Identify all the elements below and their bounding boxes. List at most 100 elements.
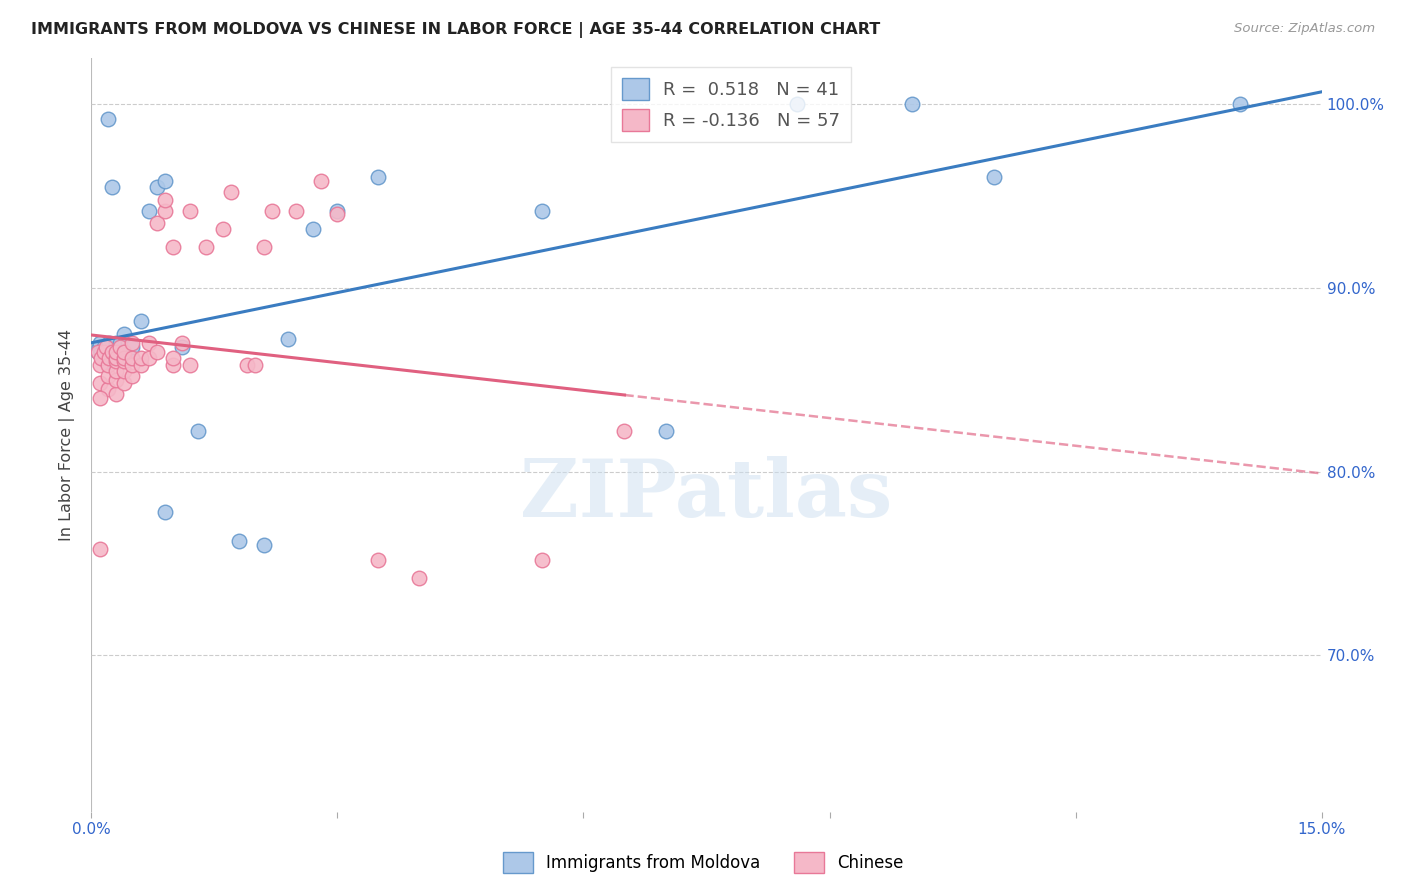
Point: [146, 345, 169, 359]
Point: [162, 240, 184, 254]
Point: [105, 351, 127, 365]
Point: [97, 382, 120, 396]
Point: [105, 345, 127, 359]
Point: [253, 240, 276, 254]
Point: [105, 373, 127, 387]
Point: [170, 335, 193, 350]
Point: [112, 326, 135, 341]
Point: [138, 203, 160, 218]
Point: [105, 335, 127, 350]
Point: [187, 424, 209, 438]
Point: [253, 538, 276, 552]
Point: [105, 351, 127, 365]
Point: [179, 203, 201, 218]
Point: [153, 174, 177, 188]
Text: IMMIGRANTS FROM MOLDOVA VS CHINESE IN LABOR FORCE | AGE 35-44 CORRELATION CHART: IMMIGRANTS FROM MOLDOVA VS CHINESE IN LA…: [31, 22, 880, 38]
Point: [1229, 97, 1251, 112]
Point: [146, 179, 169, 194]
Point: [105, 363, 127, 377]
Point: [97, 112, 120, 126]
Point: [98, 351, 121, 365]
Point: [245, 358, 267, 372]
Point: [260, 203, 283, 218]
Point: [277, 332, 299, 346]
Point: [179, 358, 201, 372]
Point: [219, 185, 242, 199]
Point: [236, 358, 259, 372]
Point: [105, 354, 127, 368]
Point: [93, 340, 115, 354]
Point: [105, 345, 127, 359]
Point: [285, 203, 308, 218]
Point: [112, 351, 135, 365]
Point: [89, 391, 111, 405]
Point: [654, 424, 676, 438]
Point: [367, 553, 389, 567]
Point: [93, 345, 115, 359]
Point: [112, 376, 135, 391]
Legend: Immigrants from Moldova, Chinese: Immigrants from Moldova, Chinese: [496, 846, 910, 880]
Point: [89, 358, 111, 372]
Point: [87, 345, 110, 359]
Point: [121, 340, 143, 354]
Point: [195, 240, 218, 254]
Point: [112, 345, 135, 359]
Point: [138, 351, 160, 365]
Point: [162, 358, 184, 372]
Point: [326, 207, 349, 221]
Point: [129, 358, 152, 372]
Point: [170, 340, 193, 354]
Point: [89, 335, 111, 350]
Point: [138, 335, 160, 350]
Point: [121, 335, 143, 350]
Point: [97, 351, 120, 365]
Point: [108, 335, 131, 350]
Point: [112, 351, 135, 365]
Point: [121, 351, 143, 365]
Text: ZIPatlas: ZIPatlas: [520, 456, 893, 534]
Point: [89, 541, 111, 556]
Point: [90, 345, 112, 359]
Point: [108, 340, 131, 354]
Point: [408, 571, 430, 585]
Point: [87, 340, 110, 354]
Point: [112, 345, 135, 359]
Point: [117, 335, 139, 350]
Point: [121, 369, 143, 384]
Point: [121, 351, 143, 365]
Point: [101, 345, 124, 359]
Point: [786, 97, 808, 112]
Point: [129, 314, 152, 328]
Point: [367, 170, 389, 185]
Point: [162, 351, 184, 365]
Point: [153, 203, 177, 218]
Point: [89, 376, 111, 391]
Legend: R =  0.518   N = 41, R = -0.136   N = 57: R = 0.518 N = 41, R = -0.136 N = 57: [612, 67, 851, 142]
Point: [97, 340, 120, 354]
Point: [96, 340, 117, 354]
Point: [112, 363, 135, 377]
Point: [983, 170, 1005, 185]
Point: [613, 424, 636, 438]
Point: [129, 351, 152, 365]
Point: [97, 369, 120, 384]
Point: [98, 335, 121, 350]
Point: [326, 203, 349, 218]
Point: [87, 345, 110, 359]
Point: [531, 553, 554, 567]
Point: [900, 97, 922, 112]
Point: [153, 193, 177, 207]
Point: [105, 387, 127, 401]
Point: [90, 351, 112, 365]
Point: [301, 222, 323, 236]
Y-axis label: In Labor Force | Age 35-44: In Labor Force | Age 35-44: [59, 329, 76, 541]
Point: [153, 505, 177, 519]
Point: [101, 179, 124, 194]
Point: [121, 358, 143, 372]
Point: [228, 534, 250, 549]
Text: Source: ZipAtlas.com: Source: ZipAtlas.com: [1234, 22, 1375, 36]
Point: [531, 203, 554, 218]
Point: [309, 174, 332, 188]
Point: [211, 222, 233, 236]
Point: [146, 216, 169, 230]
